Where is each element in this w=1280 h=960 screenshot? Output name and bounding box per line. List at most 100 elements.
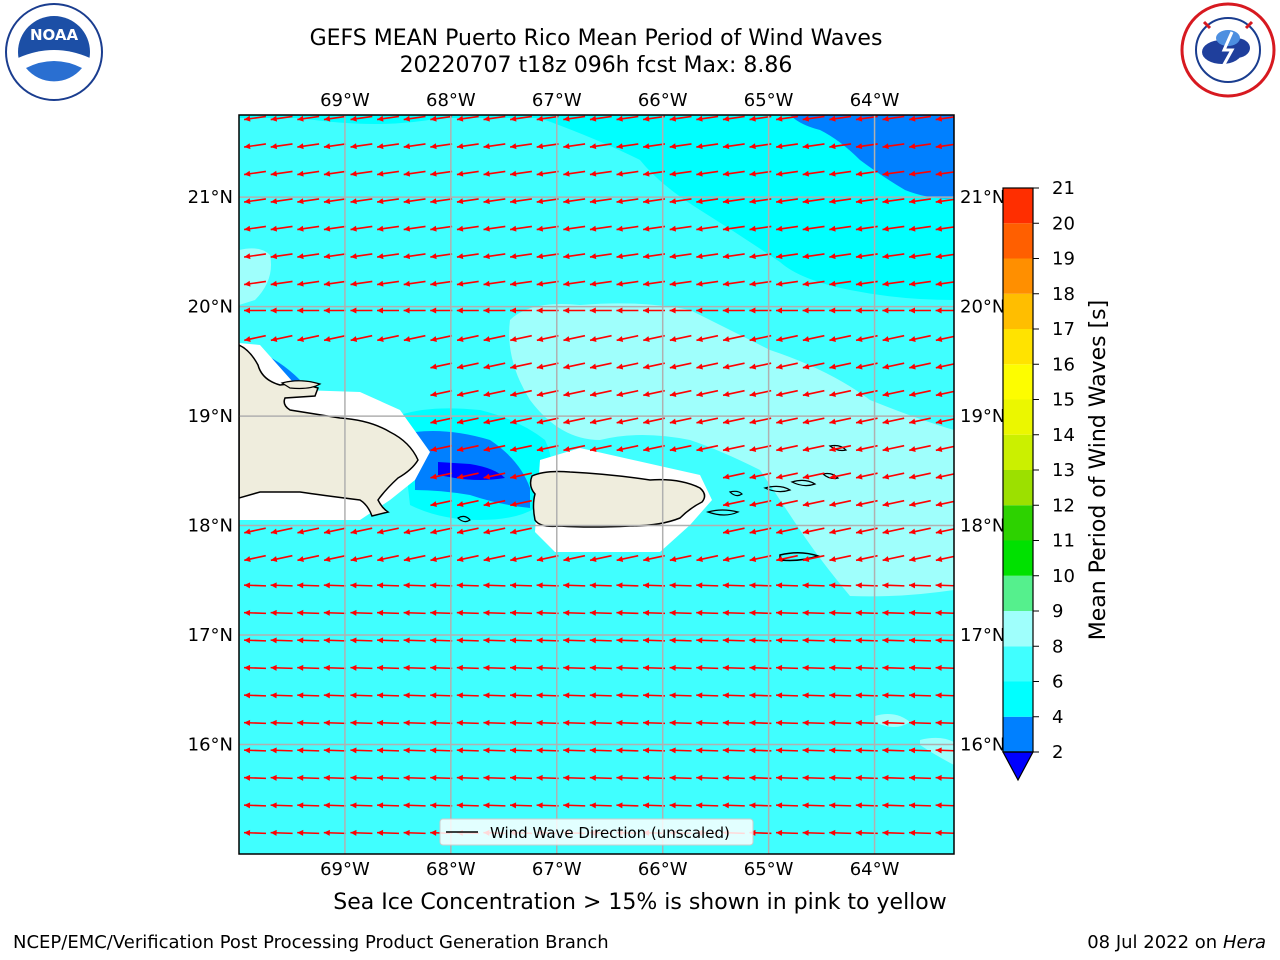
wave-direction-arrow xyxy=(376,637,400,644)
wave-direction-arrow xyxy=(563,307,586,314)
wave-direction-arrow xyxy=(696,664,719,671)
wave-direction-arrow xyxy=(350,719,373,726)
wave-direction-arrow xyxy=(669,692,692,699)
wave-direction-arrow xyxy=(722,417,745,425)
wave-direction-arrow xyxy=(350,170,373,177)
wave-direction-arrow xyxy=(589,389,612,397)
wave-direction-arrow xyxy=(510,527,532,535)
wave-direction-arrow xyxy=(323,253,346,260)
colorbar-tick-label: 14 xyxy=(1052,425,1075,446)
wave-direction-arrow xyxy=(882,280,905,287)
wave-direction-arrow xyxy=(536,747,559,754)
wave-direction-arrow xyxy=(669,802,692,809)
wave-direction-arrow xyxy=(243,170,267,177)
wave-direction-arrow xyxy=(430,499,453,507)
wave-direction-arrow xyxy=(616,774,639,781)
wave-direction-arrow xyxy=(350,664,373,671)
wave-direction-arrow xyxy=(483,747,506,754)
wave-direction-arrow xyxy=(563,582,586,589)
colorbar-segment xyxy=(1003,223,1033,259)
wave-direction-arrow xyxy=(616,253,639,260)
wave-direction-arrow xyxy=(297,829,320,836)
land-virgin-gorda xyxy=(821,472,840,480)
wave-direction-arrow xyxy=(456,774,479,781)
wave-direction-arrow xyxy=(536,280,559,287)
wave-direction-arrow xyxy=(323,719,346,726)
wave-direction-arrow xyxy=(563,115,586,122)
land-tortuga xyxy=(280,380,322,390)
wave-direction-arrow xyxy=(483,253,506,260)
wave-direction-arrow xyxy=(589,664,612,671)
wave-direction-arrow xyxy=(563,554,586,562)
wave-direction-arrow xyxy=(483,719,506,726)
colorbar-tick-label: 16 xyxy=(1052,354,1075,375)
wave-direction-arrow xyxy=(775,170,799,177)
wave-direction-arrow xyxy=(829,527,852,535)
wave-direction-arrow xyxy=(430,637,453,644)
wave-direction-arrow xyxy=(270,115,293,122)
wave-direction-arrow xyxy=(908,582,932,589)
wave-direction-arrow xyxy=(243,829,267,836)
wave-direction-arrow xyxy=(642,774,666,781)
wave-direction-arrow xyxy=(589,143,612,150)
wave-direction-arrow xyxy=(430,198,453,205)
wave-direction-arrow xyxy=(456,637,479,644)
wave-direction-arrow xyxy=(882,307,905,314)
wave-direction-arrow xyxy=(297,225,320,232)
wave-direction-arrow xyxy=(509,143,533,150)
wave-direction-arrow xyxy=(244,334,266,342)
wave-direction-arrow xyxy=(802,198,825,205)
wave-direction-arrow xyxy=(243,774,267,781)
wave-direction-arrow xyxy=(350,253,373,260)
wave-direction-arrow xyxy=(297,747,320,754)
wave-direction-arrow xyxy=(430,417,453,425)
wave-direction-arrow xyxy=(802,115,825,122)
wave-direction-arrow xyxy=(376,829,400,836)
wave-direction-arrow xyxy=(430,253,453,260)
wave-direction-arrow xyxy=(403,582,426,589)
colorbar-tick-label: 21 xyxy=(1052,178,1075,199)
wave-direction-arrow xyxy=(270,609,293,616)
colorbar-segment xyxy=(1003,646,1033,682)
wave-direction-arrow xyxy=(776,444,798,452)
wave-direction-arrow xyxy=(430,225,453,232)
wave-direction-arrow xyxy=(642,143,666,150)
wave-direction-arrow xyxy=(882,362,905,370)
wave-direction-arrow xyxy=(642,664,666,671)
lon-label-bottom: 69°W xyxy=(320,859,370,880)
wave-direction-arrow xyxy=(456,554,479,562)
wave-direction-arrow xyxy=(589,692,612,699)
land-culebra xyxy=(728,490,743,497)
wave-direction-arrow xyxy=(749,115,772,122)
wave-direction-arrow xyxy=(297,527,320,535)
wave-direction-arrow xyxy=(563,444,586,452)
wave-direction-arrow xyxy=(563,417,586,425)
wave-direction-arrow xyxy=(775,802,799,809)
wave-direction-arrow xyxy=(536,554,559,562)
lat-label-right: 16°N xyxy=(960,735,1005,756)
wave-direction-arrow xyxy=(323,692,346,699)
wave-direction-arrow xyxy=(430,692,453,699)
wave-direction-arrow xyxy=(270,280,293,287)
noaa-logo: NOAA xyxy=(5,3,103,101)
wave-direction-arrow xyxy=(775,115,799,122)
wave-direction-arrow xyxy=(456,198,479,205)
wave-direction-arrow xyxy=(749,253,772,260)
colorbar-segment xyxy=(1003,540,1033,576)
lat-label-right: 17°N xyxy=(960,625,1005,646)
wave-direction-arrow xyxy=(430,582,453,589)
wave-direction-arrow xyxy=(643,389,665,397)
wave-direction-arrow xyxy=(243,198,267,205)
wave-direction-arrow xyxy=(908,253,932,260)
sea-ice-note: Sea Ice Concentration > 15% is shown in … xyxy=(333,890,947,915)
wave-direction-arrow xyxy=(483,280,506,287)
wave-direction-arrow xyxy=(642,280,666,287)
map-frame xyxy=(238,114,955,855)
wave-direction-arrow xyxy=(589,747,612,754)
wave-direction-arrow xyxy=(696,719,719,726)
wave-direction-arrow xyxy=(483,198,506,205)
wave-direction-arrow xyxy=(908,280,932,287)
lon-label-top: 68°W xyxy=(426,90,476,111)
wave-direction-arrow xyxy=(749,637,772,644)
wave-direction-arrow xyxy=(350,802,373,809)
